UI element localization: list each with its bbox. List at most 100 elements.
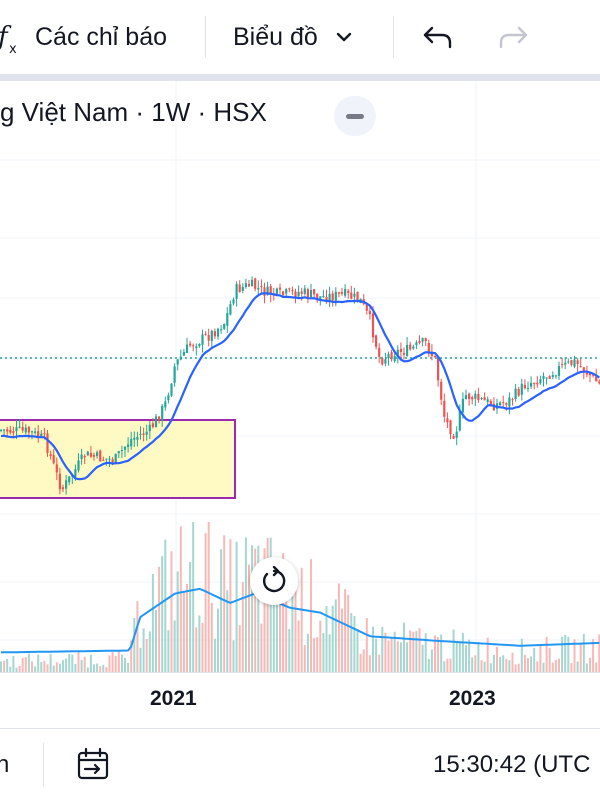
candle-body: [375, 335, 378, 347]
volume-bar: [319, 620, 322, 672]
volume-bar: [427, 658, 430, 672]
volume-bar: [508, 660, 511, 672]
candle-body: [176, 359, 179, 365]
volume-bar: [229, 539, 232, 672]
candle-body: [241, 286, 244, 291]
volume-bar: [232, 640, 235, 672]
candle-body: [158, 416, 161, 421]
volume-bar: [455, 642, 458, 672]
candle-body: [142, 433, 145, 436]
volume-bar: [356, 630, 359, 672]
candle-body: [182, 351, 185, 356]
chart-type-button[interactable]: Biểu đồ: [233, 0, 352, 74]
time-axis[interactable]: 2021 2023: [0, 672, 600, 728]
volume-bar: [310, 559, 312, 672]
candle-body: [213, 331, 216, 337]
volume-bar: [102, 664, 105, 672]
volume-bar: [0, 661, 2, 672]
candle-body: [223, 324, 226, 329]
candle-body: [133, 437, 136, 440]
volume-bar: [514, 664, 517, 672]
volume-bar: [523, 654, 526, 672]
volume-bar: [567, 636, 570, 672]
chart-pane[interactable]: [0, 81, 600, 729]
candle-body: [185, 344, 189, 353]
candle-body: [368, 310, 371, 315]
candle-body: [257, 288, 260, 290]
candle-body: [102, 459, 105, 461]
candle-body: [539, 379, 542, 384]
candle-body: [347, 290, 350, 293]
collapse-legend-button[interactable]: [334, 96, 376, 136]
volume-bar: [207, 522, 210, 672]
candle-body: [96, 452, 99, 457]
candle-body: [452, 435, 455, 439]
range-selector[interactable]: n: [0, 751, 10, 778]
volume-bar: [542, 662, 545, 672]
volume-bar: [145, 638, 148, 672]
candle-body: [412, 346, 415, 349]
volume-bar: [316, 637, 319, 672]
candle-body: [52, 455, 55, 464]
volume-bar: [43, 660, 46, 672]
candle-body: [291, 290, 294, 292]
volume-bar: [198, 615, 201, 672]
volume-bar: [399, 642, 402, 672]
volume-bar: [86, 667, 89, 672]
volume-bar: [133, 618, 136, 672]
volume-bar: [585, 663, 588, 672]
candle-body: [198, 343, 201, 347]
candle-body: [564, 362, 567, 365]
volume-bar: [359, 653, 362, 672]
volume-bar: [424, 633, 427, 672]
candle-body: [393, 356, 396, 362]
candle-body: [356, 291, 359, 302]
candle-body: [251, 279, 254, 287]
volume-bar: [192, 522, 195, 672]
candle-body: [353, 293, 356, 297]
clock-timezone[interactable]: 15:30:42 (UTC: [433, 751, 591, 778]
undo-button[interactable]: [422, 0, 454, 74]
candle-body: [378, 347, 381, 357]
volume-bar: [465, 645, 467, 672]
volume-bar: [443, 661, 446, 672]
candle-body: [396, 349, 399, 357]
volume-bar: [406, 642, 409, 672]
candle-body: [468, 393, 471, 400]
candle-body: [127, 444, 130, 447]
candle-body: [266, 286, 269, 296]
price-chart[interactable]: [0, 81, 600, 729]
volume-bar: [164, 539, 167, 672]
redo-button[interactable]: [497, 0, 529, 74]
volume-bar: [71, 654, 74, 672]
volume-bar: [195, 627, 198, 672]
reset-icon: [262, 566, 286, 593]
volume-bar: [244, 537, 247, 672]
svg-text:x: x: [9, 42, 17, 57]
volume-bar: [170, 551, 173, 672]
candle-body: [415, 342, 418, 346]
volume-bar: [62, 660, 64, 672]
indicators-button[interactable]: Các chỉ báo: [35, 0, 167, 74]
candle-body: [226, 313, 229, 326]
volume-bar: [365, 617, 368, 672]
candle-body: [325, 297, 328, 303]
candle-body: [545, 377, 548, 379]
candle-body: [570, 360, 573, 365]
candle-body: [18, 426, 21, 428]
candle-body: [89, 452, 92, 457]
volume-bar: [266, 537, 269, 672]
candle-body: [480, 398, 483, 400]
volume-bar: [89, 654, 92, 672]
candle-body: [74, 469, 77, 477]
volume-bar: [213, 638, 216, 672]
reset-chart-button[interactable]: [250, 557, 298, 605]
candle-body: [260, 286, 263, 288]
volume-bar: [558, 658, 560, 672]
volume-bar: [480, 660, 483, 672]
symbol-legend[interactable]: g Việt Nam · 1W · HSX: [0, 97, 267, 128]
go-to-date-button[interactable]: [76, 747, 110, 786]
volume-bar: [114, 655, 117, 672]
candle-body: [30, 431, 34, 433]
fx-icon[interactable]: f x: [0, 0, 20, 74]
